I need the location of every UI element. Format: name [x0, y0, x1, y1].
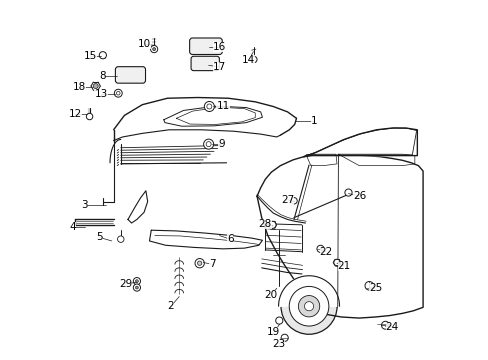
- Circle shape: [117, 236, 124, 242]
- FancyBboxPatch shape: [191, 56, 219, 71]
- Circle shape: [203, 139, 213, 149]
- Text: 17: 17: [212, 62, 225, 72]
- Circle shape: [135, 280, 138, 283]
- Text: 19: 19: [267, 327, 280, 337]
- Text: 1: 1: [310, 116, 317, 126]
- Text: 25: 25: [368, 283, 381, 293]
- Text: 6: 6: [226, 234, 233, 244]
- Text: 22: 22: [319, 247, 332, 257]
- Text: 5: 5: [96, 232, 102, 242]
- Text: 4: 4: [69, 222, 76, 231]
- Polygon shape: [257, 154, 422, 318]
- Circle shape: [281, 278, 336, 334]
- Circle shape: [99, 51, 106, 59]
- Circle shape: [114, 89, 122, 97]
- Text: 13: 13: [94, 89, 107, 99]
- Circle shape: [93, 84, 98, 89]
- Circle shape: [333, 259, 340, 266]
- Circle shape: [206, 104, 211, 109]
- Text: 10: 10: [138, 39, 151, 49]
- Text: 9: 9: [218, 139, 224, 149]
- Text: 28: 28: [258, 219, 271, 229]
- Text: 2: 2: [167, 301, 174, 311]
- Circle shape: [86, 113, 93, 120]
- Circle shape: [133, 284, 140, 291]
- Circle shape: [250, 56, 257, 63]
- Circle shape: [316, 245, 324, 252]
- Text: 27: 27: [280, 195, 294, 205]
- Circle shape: [304, 302, 313, 311]
- Polygon shape: [303, 128, 416, 157]
- FancyBboxPatch shape: [115, 67, 145, 83]
- Circle shape: [344, 189, 351, 196]
- Text: 16: 16: [212, 42, 225, 52]
- Circle shape: [135, 286, 138, 289]
- Circle shape: [204, 102, 214, 112]
- Text: 11: 11: [216, 102, 229, 112]
- Text: 8: 8: [100, 71, 106, 81]
- Text: 15: 15: [83, 51, 97, 61]
- Circle shape: [268, 221, 276, 228]
- Text: 21: 21: [337, 261, 350, 271]
- Text: 14: 14: [242, 55, 255, 65]
- Text: 18: 18: [73, 82, 86, 92]
- Circle shape: [133, 278, 140, 285]
- FancyBboxPatch shape: [189, 38, 222, 54]
- Circle shape: [364, 282, 373, 290]
- Text: 29: 29: [119, 279, 132, 289]
- Text: 24: 24: [385, 322, 398, 332]
- Circle shape: [281, 334, 287, 341]
- Circle shape: [116, 91, 120, 95]
- Text: 7: 7: [208, 259, 215, 269]
- Text: 26: 26: [353, 191, 366, 201]
- Text: 12: 12: [68, 109, 81, 119]
- Circle shape: [288, 287, 328, 326]
- Circle shape: [381, 321, 388, 329]
- Circle shape: [152, 48, 155, 50]
- Circle shape: [275, 317, 282, 324]
- Circle shape: [150, 45, 158, 53]
- Circle shape: [290, 198, 297, 204]
- Circle shape: [197, 261, 202, 265]
- Circle shape: [298, 296, 319, 317]
- Circle shape: [206, 141, 211, 147]
- Text: 20: 20: [263, 291, 276, 301]
- Text: 3: 3: [81, 200, 88, 210]
- Circle shape: [195, 258, 204, 268]
- Polygon shape: [278, 276, 339, 316]
- Text: 23: 23: [271, 339, 285, 349]
